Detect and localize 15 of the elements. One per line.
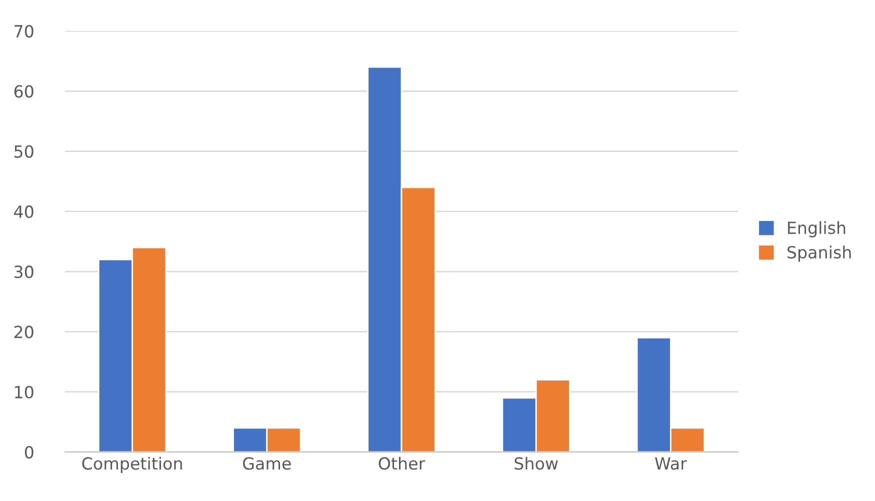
y-tick-label: 50 bbox=[14, 145, 34, 158]
y-tick-label: 40 bbox=[14, 205, 34, 218]
y-tick-label: 60 bbox=[14, 85, 34, 98]
x-tick-label: Game bbox=[243, 457, 291, 470]
y-tick-label: 0 bbox=[24, 446, 34, 459]
x-tick-label: Show bbox=[514, 456, 558, 470]
x-tick-label: Competition bbox=[82, 456, 182, 473]
x-tick-label: Other bbox=[378, 456, 426, 470]
legend-label: Spanish bbox=[787, 246, 851, 262]
y-tick-label: 70 bbox=[14, 24, 34, 38]
x-tick-label: War bbox=[655, 457, 687, 470]
y-tick-label: 10 bbox=[15, 386, 34, 398]
y-tick-label: 20 bbox=[14, 326, 34, 338]
legend-label: English bbox=[788, 221, 846, 238]
y-tick-label: 30 bbox=[14, 266, 34, 278]
